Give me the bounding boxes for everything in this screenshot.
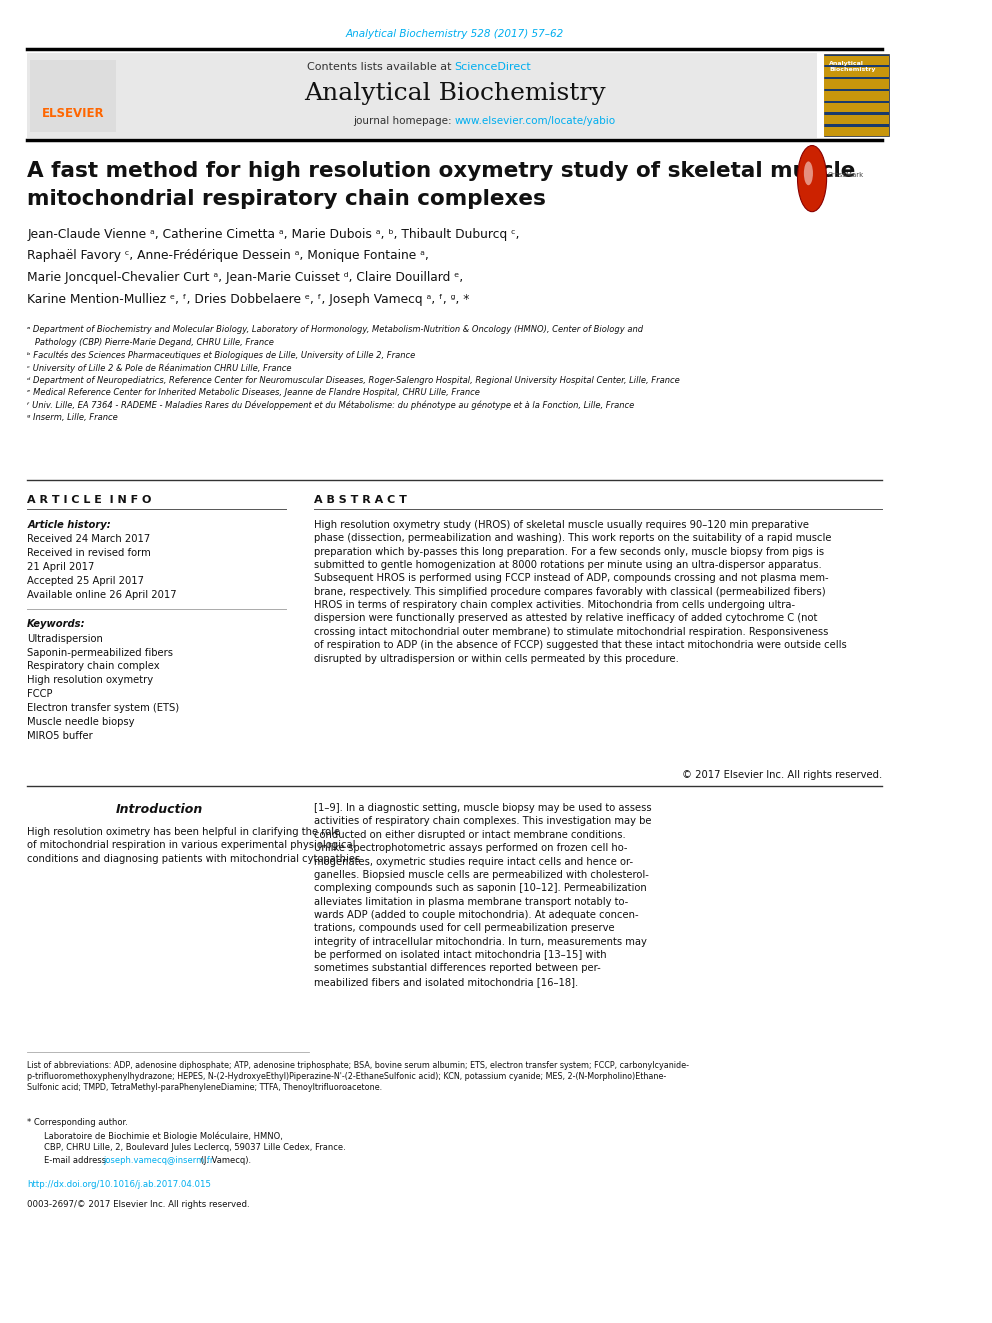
Text: ᵉ Medical Reference Center for Inherited Metabolic Diseases, Jeanne de Flandre H: ᵉ Medical Reference Center for Inherited… [28,388,480,397]
Text: Accepted 25 April 2017: Accepted 25 April 2017 [28,576,144,586]
Text: Electron transfer system (ETS): Electron transfer system (ETS) [28,703,180,713]
Text: Keywords:: Keywords: [28,619,86,630]
FancyBboxPatch shape [824,91,890,101]
Text: Saponin-permeabilized fibers: Saponin-permeabilized fibers [28,647,174,658]
Text: Analytical
Biochemistry: Analytical Biochemistry [829,61,876,71]
Text: http://dx.doi.org/10.1016/j.ab.2017.04.015: http://dx.doi.org/10.1016/j.ab.2017.04.0… [28,1180,211,1189]
Text: ᵍ Inserm, Lille, France: ᵍ Inserm, Lille, France [28,413,118,422]
Text: Analytical Biochemistry: Analytical Biochemistry [304,82,605,105]
Text: Introduction: Introduction [115,803,202,816]
Text: Analytical Biochemistry 528 (2017) 57–62: Analytical Biochemistry 528 (2017) 57–62 [345,29,563,40]
Text: ELSEVIER: ELSEVIER [42,107,104,120]
Text: MIRO5 buffer: MIRO5 buffer [28,730,93,741]
Text: Muscle needle biopsy: Muscle needle biopsy [28,717,135,728]
Text: ScienceDirect: ScienceDirect [454,62,532,73]
Text: Article history:: Article history: [28,520,111,531]
Text: A fast method for high resolution oxymetry study of skeletal muscle
mitochondria: A fast method for high resolution oxymet… [28,161,856,209]
Text: Respiratory chain complex: Respiratory chain complex [28,662,160,672]
Ellipse shape [804,161,813,185]
Text: 21 April 2017: 21 April 2017 [28,562,94,573]
Text: Pathology (CBP) Pierre-Marie Degand, CHRU Lille, France: Pathology (CBP) Pierre-Marie Degand, CHR… [28,337,274,347]
Text: Raphaël Favory ᶜ, Anne-Frédérique Dessein ᵃ, Monique Fontaine ᵃ,: Raphaël Favory ᶜ, Anne-Frédérique Dessei… [28,249,430,262]
Text: journal homepage:: journal homepage: [353,116,454,127]
Text: 0003-2697/© 2017 Elsevier Inc. All rights reserved.: 0003-2697/© 2017 Elsevier Inc. All right… [28,1200,250,1209]
FancyBboxPatch shape [824,54,890,136]
FancyBboxPatch shape [824,67,890,77]
Text: ᵇ Facultés des Sciences Pharmaceutiques et Biologiques de Lille, University of L: ᵇ Facultés des Sciences Pharmaceutiques … [28,351,416,360]
Text: ᶜ University of Lille 2 & Pole de Réanimation CHRU Lille, France: ᶜ University of Lille 2 & Pole de Réanim… [28,363,292,373]
Text: A B S T R A C T: A B S T R A C T [313,495,407,505]
Text: High resolution oximetry has been helpful in clarifying the role
of mitochondria: High resolution oximetry has been helpfu… [28,827,360,864]
Text: A R T I C L E  I N F O: A R T I C L E I N F O [28,495,152,505]
Text: High resolution oxymetry study (HROS) of skeletal muscle usually requires 90–120: High resolution oxymetry study (HROS) of… [313,520,846,664]
FancyBboxPatch shape [824,127,890,136]
Text: Karine Mention-Mulliez ᵉ, ᶠ, Dries Dobbelaere ᵉ, ᶠ, Joseph Vamecq ᵃ, ᶠ, ᵍ, *: Karine Mention-Mulliez ᵉ, ᶠ, Dries Dobbe… [28,292,469,306]
FancyBboxPatch shape [30,60,116,132]
Text: ᵃ Department of Biochemistry and Molecular Biology, Laboratory of Hormonology, M: ᵃ Department of Biochemistry and Molecul… [28,325,644,335]
Text: Marie Joncquel-Chevalier Curt ᵃ, Jean-Marie Cuisset ᵈ, Claire Douillard ᵉ,: Marie Joncquel-Chevalier Curt ᵃ, Jean-Ma… [28,271,463,284]
Text: Received 24 March 2017: Received 24 March 2017 [28,534,151,545]
Text: FCCP: FCCP [28,689,53,700]
Text: Contents lists available at: Contents lists available at [307,62,454,73]
Text: Jean-Claude Vienne ᵃ, Catherine Cimetta ᵃ, Marie Dubois ᵃ, ᵇ, Thibault Duburcq ᶜ: Jean-Claude Vienne ᵃ, Catherine Cimetta … [28,228,520,241]
Text: * Corresponding author.: * Corresponding author. [28,1118,128,1127]
Text: ᶠ Univ. Lille, EA 7364 - RADEME - Maladies Rares du Développement et du Métaboli: ᶠ Univ. Lille, EA 7364 - RADEME - Maladi… [28,401,635,410]
Text: E-mail address:: E-mail address: [44,1156,111,1166]
Text: joseph.vamecq@inserm.fr: joseph.vamecq@inserm.fr [103,1156,213,1166]
Text: Ultradispersion: Ultradispersion [28,634,103,644]
Text: © 2017 Elsevier Inc. All rights reserved.: © 2017 Elsevier Inc. All rights reserved… [682,770,882,781]
FancyBboxPatch shape [824,103,890,112]
FancyBboxPatch shape [824,115,890,124]
Text: www.elsevier.com/locate/yabio: www.elsevier.com/locate/yabio [454,116,616,127]
FancyBboxPatch shape [28,53,816,138]
Text: Available online 26 April 2017: Available online 26 April 2017 [28,590,177,601]
Text: List of abbreviations: ADP, adenosine diphosphate; ATP, adenosine triphosphate; : List of abbreviations: ADP, adenosine di… [28,1061,689,1093]
Ellipse shape [798,146,826,212]
Text: [1–9]. In a diagnostic setting, muscle biopsy may be used to assess
activities o: [1–9]. In a diagnostic setting, muscle b… [313,803,652,987]
Text: High resolution oxymetry: High resolution oxymetry [28,675,154,685]
Text: ᵈ Department of Neuropediatrics, Reference Center for Neuromuscular Diseases, Ro: ᵈ Department of Neuropediatrics, Referen… [28,376,681,385]
Text: (J. Vamecq).: (J. Vamecq). [198,1156,251,1166]
FancyBboxPatch shape [824,56,890,65]
Text: Received in revised form: Received in revised form [28,548,151,558]
Text: CrossMark: CrossMark [827,172,864,177]
Text: Laboratoire de Biochimie et Biologie Moléculaire, HMNO,
CBP, CHRU Lille, 2, Boul: Laboratoire de Biochimie et Biologie Mol… [44,1131,345,1152]
FancyBboxPatch shape [824,79,890,89]
